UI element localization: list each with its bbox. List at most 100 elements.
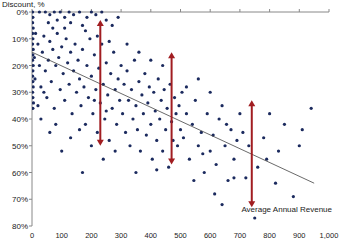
x-tick-label: 600	[204, 231, 217, 240]
y-tick	[29, 226, 32, 227]
point	[54, 123, 57, 126]
point	[60, 45, 63, 48]
point	[65, 37, 68, 40]
point	[197, 144, 200, 147]
point	[163, 88, 166, 91]
x-tick-label: 200	[85, 231, 98, 240]
point	[73, 43, 76, 46]
point	[48, 131, 51, 134]
point	[164, 128, 167, 131]
point	[182, 136, 185, 139]
point	[185, 85, 188, 88]
point	[130, 88, 133, 91]
point	[106, 93, 109, 96]
point	[42, 91, 45, 94]
chart: 0%10%20%30%40%50%60%70%80%01002003004005…	[0, 0, 340, 241]
point	[262, 136, 265, 139]
point	[105, 18, 108, 21]
point	[32, 32, 34, 35]
point	[82, 85, 85, 88]
trend-line	[32, 52, 314, 183]
point	[47, 21, 50, 24]
point	[134, 171, 137, 174]
point	[105, 61, 108, 64]
point	[125, 43, 128, 46]
point	[54, 64, 57, 67]
point	[81, 171, 84, 174]
point	[160, 99, 163, 102]
point	[32, 26, 35, 29]
y-tick-label: 80%	[12, 222, 28, 231]
point	[203, 171, 206, 174]
point	[72, 13, 75, 16]
point	[188, 158, 191, 161]
point	[232, 176, 235, 179]
point	[298, 144, 301, 147]
point	[76, 59, 79, 62]
point	[78, 77, 81, 80]
point	[122, 83, 125, 86]
x-tick-label: 1,000	[320, 231, 339, 240]
point	[38, 64, 41, 67]
point	[128, 144, 131, 147]
point	[32, 69, 34, 72]
x-tick	[239, 9, 240, 12]
point	[32, 10, 34, 13]
point	[48, 40, 51, 43]
point	[115, 123, 118, 126]
point	[63, 16, 66, 19]
point	[79, 104, 82, 107]
point	[90, 10, 93, 13]
y-tick-label: 50%	[12, 142, 28, 151]
point	[90, 144, 93, 147]
point	[215, 163, 218, 166]
point	[53, 107, 56, 110]
point	[114, 150, 117, 153]
point	[42, 34, 45, 37]
point	[220, 203, 223, 206]
arrow-shaft	[251, 104, 253, 203]
point	[142, 112, 145, 115]
point	[274, 182, 277, 185]
point	[117, 16, 120, 19]
point	[301, 128, 304, 131]
point	[32, 75, 34, 78]
point	[158, 117, 161, 120]
point	[60, 150, 63, 153]
point	[63, 99, 66, 102]
point	[223, 144, 226, 147]
point	[78, 128, 81, 131]
point	[94, 88, 97, 91]
point	[213, 192, 216, 195]
point	[206, 112, 209, 115]
point	[36, 43, 39, 46]
point	[56, 32, 59, 35]
point	[139, 150, 142, 153]
point	[32, 101, 35, 104]
point	[90, 75, 93, 78]
point	[256, 166, 259, 169]
point	[111, 107, 114, 110]
point	[247, 144, 250, 147]
point	[59, 88, 62, 91]
point	[180, 91, 183, 94]
point	[85, 64, 88, 67]
point	[179, 128, 182, 131]
point	[146, 101, 149, 104]
point	[161, 150, 164, 153]
point	[87, 96, 90, 99]
y-tick	[29, 199, 32, 200]
point	[32, 59, 34, 62]
point	[167, 166, 170, 169]
x-tick-label: 400	[145, 231, 158, 240]
point	[244, 176, 247, 179]
point	[91, 112, 94, 115]
point	[125, 69, 128, 72]
point	[149, 59, 152, 62]
point	[105, 109, 108, 112]
point	[136, 128, 139, 131]
range-arrow	[168, 52, 175, 164]
x-tick	[329, 9, 330, 12]
x-tick	[121, 9, 122, 12]
point	[194, 99, 197, 102]
